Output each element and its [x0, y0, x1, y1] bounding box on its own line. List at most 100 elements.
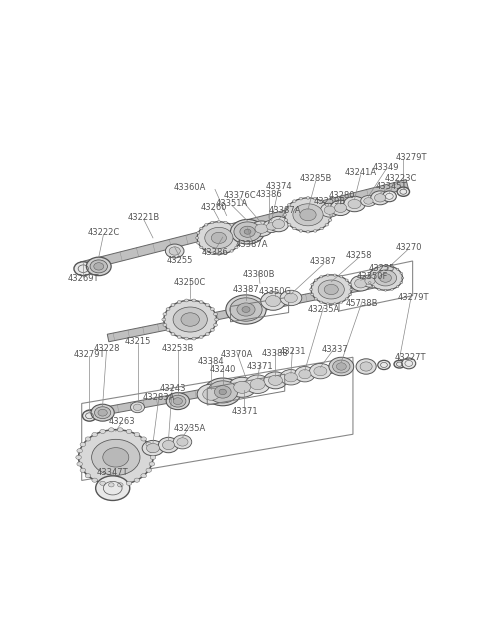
Ellipse shape	[197, 232, 200, 234]
Ellipse shape	[94, 263, 104, 270]
Ellipse shape	[397, 187, 409, 196]
Ellipse shape	[204, 224, 208, 226]
Text: 43349: 43349	[372, 163, 399, 172]
Ellipse shape	[197, 222, 240, 254]
Ellipse shape	[321, 203, 339, 217]
Ellipse shape	[401, 277, 404, 279]
Ellipse shape	[211, 232, 227, 244]
Text: 43231: 43231	[279, 347, 306, 356]
Text: 43255: 43255	[369, 264, 395, 273]
Ellipse shape	[273, 220, 285, 229]
Ellipse shape	[141, 437, 146, 441]
Text: 43386: 43386	[202, 248, 228, 257]
Text: 43337: 43337	[322, 345, 348, 354]
Ellipse shape	[288, 224, 291, 226]
Ellipse shape	[146, 443, 152, 446]
Ellipse shape	[226, 295, 266, 324]
Ellipse shape	[134, 478, 140, 482]
Ellipse shape	[177, 438, 188, 446]
Ellipse shape	[333, 360, 350, 373]
Text: 43384: 43384	[198, 358, 225, 366]
Ellipse shape	[326, 303, 329, 305]
Ellipse shape	[235, 246, 238, 249]
Ellipse shape	[192, 299, 196, 302]
Ellipse shape	[230, 220, 264, 244]
Ellipse shape	[149, 449, 155, 453]
Ellipse shape	[345, 298, 348, 300]
Text: 43279T: 43279T	[396, 152, 427, 161]
Ellipse shape	[293, 200, 296, 203]
Ellipse shape	[348, 199, 361, 209]
Text: 43387A: 43387A	[236, 240, 268, 250]
Ellipse shape	[224, 222, 227, 224]
Text: 43243: 43243	[159, 384, 186, 392]
Ellipse shape	[142, 441, 164, 456]
Ellipse shape	[244, 229, 251, 234]
Ellipse shape	[318, 280, 344, 299]
Ellipse shape	[268, 217, 288, 232]
Text: 43253B: 43253B	[162, 344, 194, 352]
Ellipse shape	[238, 232, 241, 234]
Ellipse shape	[344, 196, 365, 211]
Ellipse shape	[197, 384, 225, 404]
Ellipse shape	[345, 279, 348, 281]
Ellipse shape	[205, 304, 209, 307]
Ellipse shape	[228, 377, 256, 398]
Ellipse shape	[336, 363, 346, 370]
Text: 43235A: 43235A	[307, 305, 340, 314]
Ellipse shape	[293, 227, 296, 230]
Ellipse shape	[214, 312, 217, 316]
Text: 43241A: 43241A	[345, 168, 377, 177]
Ellipse shape	[131, 402, 144, 413]
Ellipse shape	[314, 298, 317, 300]
Ellipse shape	[360, 196, 376, 206]
Ellipse shape	[325, 224, 328, 226]
Ellipse shape	[310, 288, 312, 291]
Ellipse shape	[199, 300, 203, 304]
Ellipse shape	[310, 363, 331, 379]
Ellipse shape	[329, 213, 333, 216]
Ellipse shape	[245, 375, 270, 394]
Ellipse shape	[250, 378, 265, 390]
Polygon shape	[86, 363, 344, 418]
Ellipse shape	[285, 293, 298, 303]
Text: 43263: 43263	[108, 417, 135, 427]
Ellipse shape	[356, 359, 376, 374]
Ellipse shape	[133, 404, 142, 411]
Ellipse shape	[311, 283, 314, 286]
Ellipse shape	[184, 337, 189, 340]
Text: 43351A: 43351A	[216, 199, 248, 208]
Ellipse shape	[118, 428, 123, 432]
Ellipse shape	[284, 219, 288, 222]
Ellipse shape	[333, 303, 336, 305]
Ellipse shape	[340, 276, 343, 278]
Ellipse shape	[211, 252, 214, 255]
Ellipse shape	[288, 204, 291, 206]
Ellipse shape	[324, 284, 338, 295]
Ellipse shape	[92, 432, 97, 437]
Ellipse shape	[126, 481, 132, 485]
Ellipse shape	[208, 381, 238, 403]
Ellipse shape	[361, 275, 379, 287]
Ellipse shape	[300, 209, 316, 221]
Ellipse shape	[173, 435, 192, 449]
Ellipse shape	[311, 275, 351, 304]
Ellipse shape	[391, 265, 393, 267]
Ellipse shape	[95, 407, 111, 418]
Ellipse shape	[350, 288, 353, 291]
Ellipse shape	[299, 230, 302, 232]
Ellipse shape	[171, 304, 175, 307]
Ellipse shape	[150, 455, 156, 460]
Ellipse shape	[224, 252, 227, 255]
Ellipse shape	[235, 227, 238, 230]
Ellipse shape	[378, 360, 390, 370]
Ellipse shape	[163, 312, 167, 316]
Ellipse shape	[306, 231, 310, 233]
Ellipse shape	[108, 428, 114, 432]
Ellipse shape	[230, 250, 233, 252]
Text: 43283A: 43283A	[143, 393, 175, 402]
Ellipse shape	[264, 372, 287, 389]
Ellipse shape	[391, 288, 393, 290]
Ellipse shape	[326, 274, 329, 276]
Text: 43350F: 43350F	[357, 272, 388, 281]
